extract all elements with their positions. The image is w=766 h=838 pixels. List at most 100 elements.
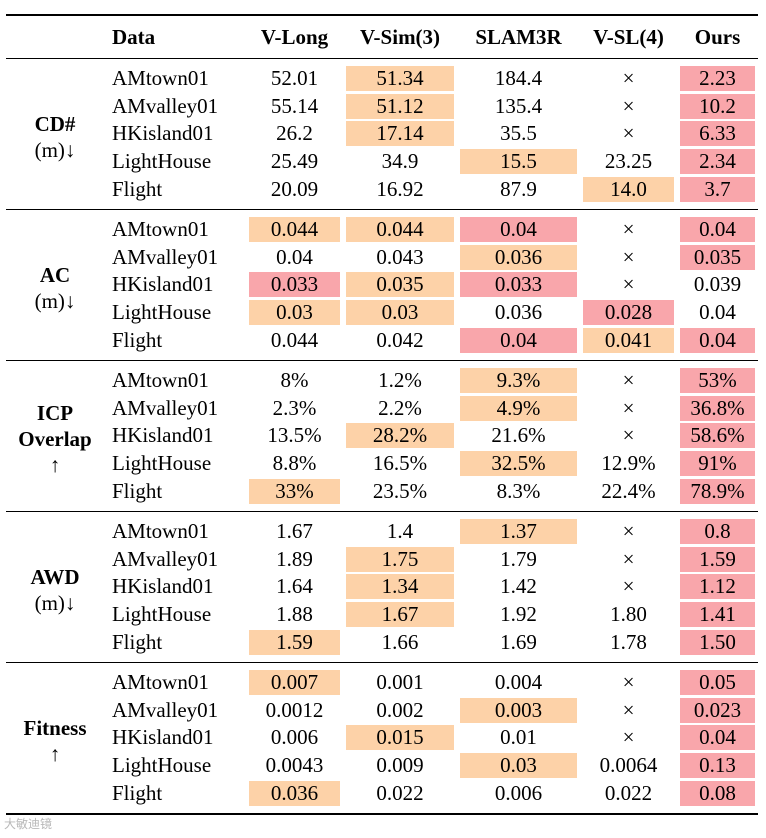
value-cell: 16.5% bbox=[343, 450, 457, 478]
metric-name: ICP Overlap bbox=[18, 400, 92, 451]
value-cell: 135.4 bbox=[457, 93, 580, 121]
metric-unit: ↑ bbox=[49, 741, 61, 766]
value-cell: × bbox=[580, 546, 677, 574]
second-best-value: 51.12 bbox=[346, 93, 454, 119]
second-best-value: 0.03 bbox=[249, 300, 340, 326]
best-value: 53% bbox=[680, 368, 755, 394]
value-cell: 1.59 bbox=[246, 628, 343, 663]
value: 0.009 bbox=[376, 752, 424, 777]
value-cell: 1.41 bbox=[677, 601, 758, 629]
second-best-value: 0.03 bbox=[460, 752, 577, 778]
dataset-name: AMtown01 bbox=[112, 66, 209, 91]
value-cell: 2.2% bbox=[343, 395, 457, 423]
best-value: 0.033 bbox=[249, 272, 340, 298]
dataset-name: AMvalley01 bbox=[112, 93, 219, 118]
value-cell: 22.4% bbox=[580, 477, 677, 512]
value-cell: 1.59 bbox=[677, 546, 758, 574]
value: 12.9% bbox=[601, 451, 656, 476]
header-slam3r: SLAM3R bbox=[457, 14, 580, 59]
table-row: AMvalley01 55.14 51.12 135.4 × 10.2 bbox=[6, 93, 758, 121]
table-row: Flight 33% 23.5% 8.3% 22.4% 78.9% bbox=[6, 477, 758, 512]
value-cell: 23.5% bbox=[343, 477, 457, 512]
second-best-value: 0.015 bbox=[346, 725, 454, 751]
second-best-value: 0.007 bbox=[249, 670, 340, 696]
value: 1.89 bbox=[276, 546, 313, 571]
value: 8.8% bbox=[272, 451, 317, 476]
value-cell: 1.42 bbox=[457, 573, 580, 601]
value-cell: 12.9% bbox=[580, 450, 677, 478]
value-cell: 0.13 bbox=[677, 752, 758, 780]
value-cell: 0.006 bbox=[457, 779, 580, 815]
best-value: 0.04 bbox=[680, 217, 755, 243]
best-value: 1.41 bbox=[680, 601, 755, 627]
dataset-name: LightHouse bbox=[112, 451, 212, 476]
best-value: 6.33 bbox=[680, 121, 755, 147]
value: 135.4 bbox=[494, 93, 543, 118]
results-table: Data V-Long V-Sim(3) SLAM3R V-SL(4) Ours… bbox=[6, 14, 758, 815]
value: 35.5 bbox=[500, 121, 537, 146]
dataset-name: Flight bbox=[104, 175, 246, 210]
value-cell: × bbox=[580, 724, 677, 752]
value-cell: 0.004 bbox=[457, 662, 580, 696]
value-cell: 0.0064 bbox=[580, 752, 677, 780]
value-cell: 1.37 bbox=[457, 511, 580, 545]
value-cell: 0.04 bbox=[677, 326, 758, 361]
table-row: HKisland01 13.5% 28.2% 21.6% × 58.6% bbox=[6, 422, 758, 450]
value: 0.004 bbox=[494, 670, 543, 695]
value-cell: 2.23 bbox=[677, 59, 758, 93]
value-cell: 0.044 bbox=[343, 209, 457, 243]
value-cell: 0.042 bbox=[343, 326, 457, 361]
value-cell: × bbox=[580, 93, 677, 121]
best-value: 0.13 bbox=[680, 752, 755, 778]
value-cell: 53% bbox=[677, 360, 758, 394]
dataset-name: Flight bbox=[104, 477, 246, 512]
value-cell: 1.92 bbox=[457, 601, 580, 629]
value-cell: 17.14 bbox=[343, 120, 457, 148]
best-value: 0.033 bbox=[460, 272, 577, 298]
value-cell: 0.015 bbox=[343, 724, 457, 752]
value: × bbox=[622, 244, 635, 269]
second-best-value: 0.036 bbox=[460, 244, 577, 270]
second-best-value: 9.3% bbox=[460, 368, 577, 394]
second-best-value: 0.03 bbox=[346, 300, 454, 326]
value: 0.039 bbox=[693, 272, 742, 297]
value-cell: 3.7 bbox=[677, 175, 758, 210]
value: 0.022 bbox=[604, 780, 653, 805]
value-cell: 36.8% bbox=[677, 395, 758, 423]
value-cell: 26.2 bbox=[246, 120, 343, 148]
value-cell: 1.75 bbox=[343, 546, 457, 574]
value: 52.01 bbox=[270, 66, 319, 91]
value: × bbox=[622, 574, 635, 599]
dataset-name: AMvalley01 bbox=[112, 697, 219, 722]
value: 0.036 bbox=[494, 300, 543, 325]
dataset-name: AMvalley01 bbox=[112, 546, 219, 571]
value: 0.006 bbox=[270, 725, 319, 750]
metric-label: AC (m)↓ bbox=[6, 209, 104, 361]
value: 0.001 bbox=[376, 670, 424, 695]
table-body: CD# (m)↓ AMtown01 52.01 51.34 184.4 × 2.23 AMval… bbox=[6, 58, 758, 815]
value: 16.5% bbox=[372, 451, 428, 476]
table-row: HKisland01 0.033 0.035 0.033 × 0.039 bbox=[6, 271, 758, 299]
header-v-long: V-Long bbox=[246, 14, 343, 59]
second-best-value: 17.14 bbox=[346, 121, 454, 147]
value-cell: 0.8 bbox=[677, 511, 758, 545]
value-cell: × bbox=[580, 696, 677, 724]
value-cell: 1.50 bbox=[677, 628, 758, 663]
second-best-value: 1.75 bbox=[346, 546, 454, 572]
value-cell: 0.0012 bbox=[246, 696, 343, 724]
best-value: 0.035 bbox=[680, 244, 755, 270]
header-metric bbox=[6, 14, 104, 59]
value-cell: 2.3% bbox=[246, 395, 343, 423]
value: 0.0043 bbox=[265, 752, 324, 777]
value: × bbox=[622, 272, 635, 297]
value-cell: 15.5 bbox=[457, 148, 580, 176]
value-cell: 1.88 bbox=[246, 601, 343, 629]
table-row: CD# (m)↓ AMtown01 52.01 51.34 184.4 × 2.23 bbox=[6, 58, 758, 210]
value-cell: 1.66 bbox=[343, 628, 457, 663]
value-cell: × bbox=[580, 120, 677, 148]
value-cell: 1.80 bbox=[580, 601, 677, 629]
value-cell: × bbox=[580, 511, 677, 545]
second-best-value: 1.67 bbox=[346, 601, 454, 627]
value-cell: 0.08 bbox=[677, 779, 758, 815]
value-cell: 52.01 bbox=[246, 59, 343, 93]
